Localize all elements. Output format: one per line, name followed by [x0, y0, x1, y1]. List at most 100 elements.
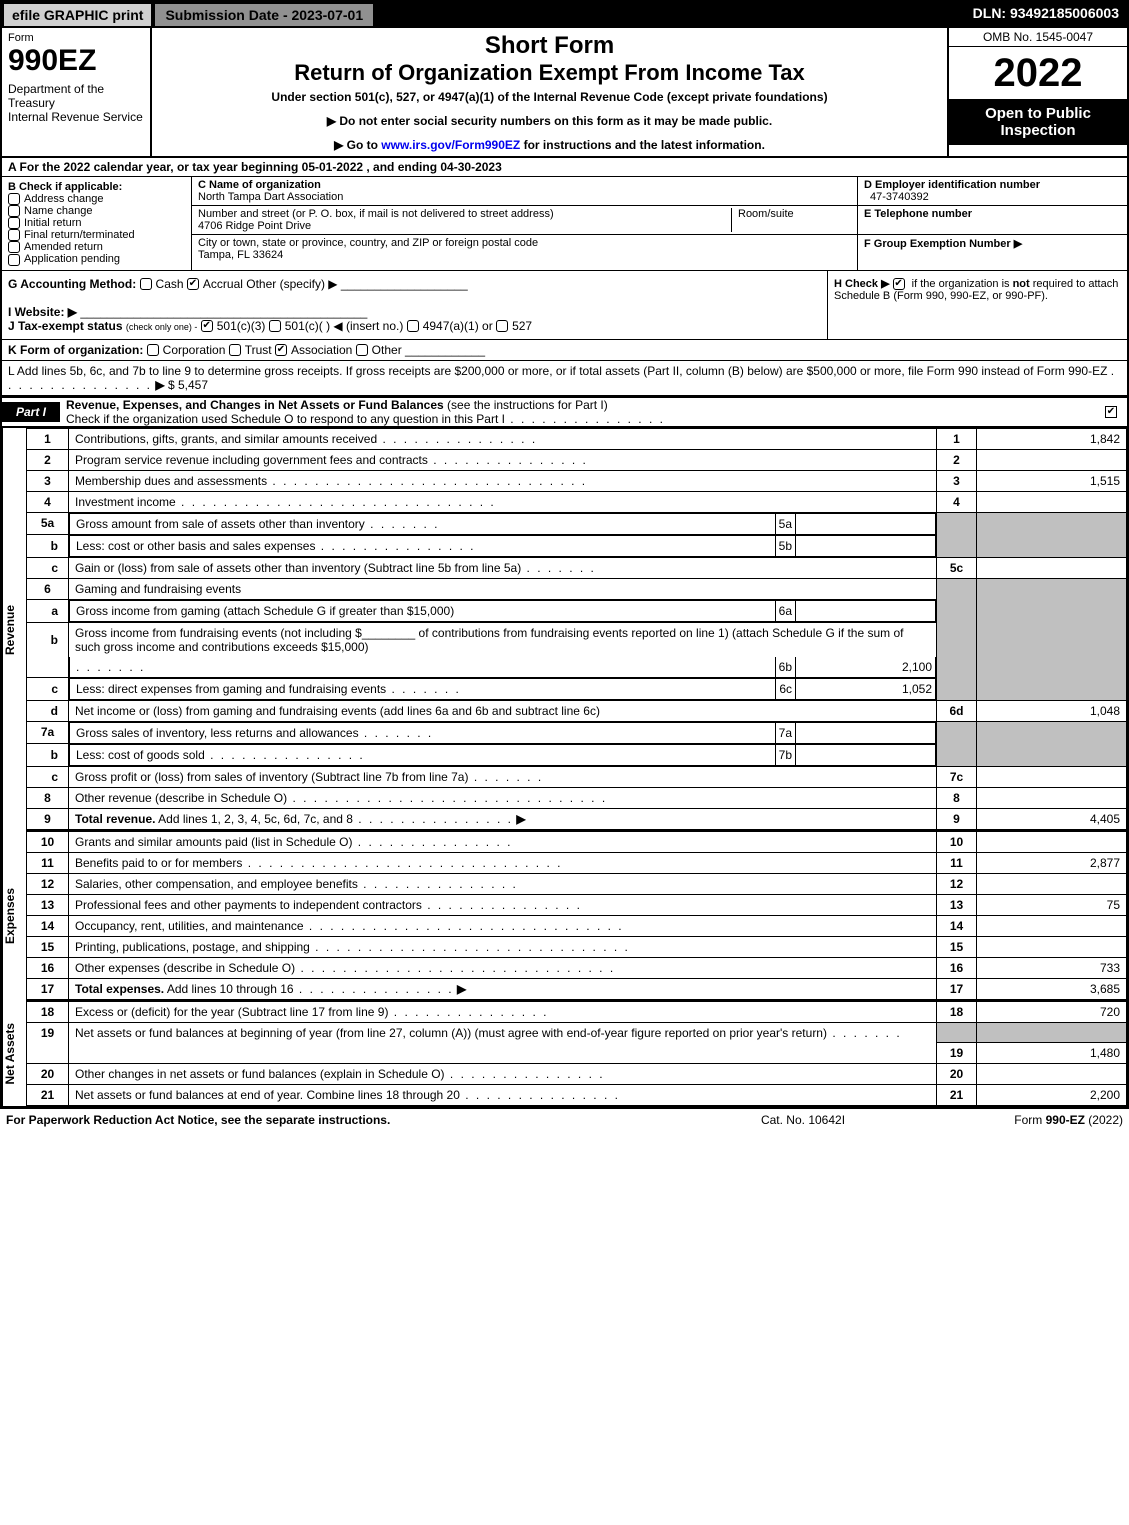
netassets-label: Net Assets: [2, 1001, 26, 1107]
ln19-num: 19: [27, 1022, 69, 1043]
chk-amended[interactable]: [8, 241, 20, 253]
ln21-num: 21: [27, 1085, 69, 1106]
chk-final[interactable]: [8, 229, 20, 241]
ln6a-num: a: [27, 599, 69, 622]
footer-pre: Form: [1014, 1113, 1045, 1127]
ln8-ref: 8: [937, 787, 977, 808]
ln2-desc: Program service revenue including govern…: [75, 453, 428, 467]
ln7b-desc: Less: cost of goods sold: [76, 748, 205, 762]
part1-title: Revenue, Expenses, and Changes in Net As…: [66, 398, 444, 412]
chk-cash[interactable]: [140, 278, 152, 290]
opt-final: Final return/terminated: [24, 229, 135, 241]
opt-pending: Application pending: [24, 253, 120, 265]
ln5a-in: 5a: [775, 514, 795, 534]
ln7c-ref: 7c: [937, 766, 977, 787]
ln21-val: 2,200: [977, 1085, 1127, 1106]
form-subtitle: Under section 501(c), 527, or 4947(a)(1)…: [158, 90, 941, 104]
opt-kother: Other: [372, 343, 402, 357]
chk-initial[interactable]: [8, 217, 20, 229]
footer-right: Form 990-EZ (2022): [903, 1113, 1123, 1127]
ln17-val: 3,685: [977, 978, 1127, 1000]
ln6d-ref: 6d: [937, 700, 977, 721]
ln7a-desc: Gross sales of inventory, less returns a…: [76, 726, 359, 740]
ln6-num: 6: [27, 578, 69, 599]
ln11-num: 11: [27, 852, 69, 873]
ln6c-iv: 1,052: [795, 679, 935, 699]
ln2-val: [977, 449, 1127, 470]
chk-schedule-o[interactable]: [1105, 406, 1117, 418]
opt-cash: Cash: [156, 277, 184, 291]
form-title: Return of Organization Exempt From Incom…: [158, 60, 941, 86]
revenue-block: Revenue 1Contributions, gifts, grants, a…: [2, 428, 1127, 831]
irs-link[interactable]: www.irs.gov/Form990EZ: [381, 138, 520, 152]
ln19-val: 1,480: [977, 1043, 1127, 1064]
chk-trust[interactable]: [229, 344, 241, 356]
c-label: C Name of organization: [198, 179, 321, 191]
netassets-block: Net Assets 18Excess or (deficit) for the…: [2, 1001, 1127, 1107]
ln11-ref: 11: [937, 852, 977, 873]
part1-check: Check if the organization used Schedule …: [66, 412, 505, 426]
chk-assoc[interactable]: [275, 344, 287, 356]
opt-assoc: Association: [291, 343, 352, 357]
ln7c-val: [977, 766, 1127, 787]
ln3-ref: 3: [937, 470, 977, 491]
chk-name[interactable]: [8, 205, 20, 217]
chk-address[interactable]: [8, 193, 20, 205]
part1-titlesub: (see the instructions for Part I): [444, 398, 608, 412]
d-label: D Employer identification number: [864, 179, 1040, 191]
chk-corp[interactable]: [147, 344, 159, 356]
ln20-ref: 20: [937, 1064, 977, 1085]
ln19-ref: 19: [937, 1043, 977, 1064]
ln8-num: 8: [27, 787, 69, 808]
section-k: K Form of organization: Corporation Trus…: [2, 340, 1127, 361]
opt-527: 527: [512, 319, 532, 333]
ln9-desc: Total revenue.: [75, 812, 155, 826]
opt-name: Name change: [24, 205, 93, 217]
ln6a-desc: Gross income from gaming (attach Schedul…: [76, 604, 454, 618]
ln17-num: 17: [27, 978, 69, 1000]
city-label: City or town, state or province, country…: [198, 237, 538, 249]
opt-address: Address change: [24, 193, 104, 205]
chk-501c[interactable]: [269, 320, 281, 332]
ln6a-iv: [795, 601, 935, 621]
ln15-desc: Printing, publications, postage, and shi…: [75, 940, 310, 954]
ln10-ref: 10: [937, 831, 977, 852]
ln2-num: 2: [27, 449, 69, 470]
ln4-ref: 4: [937, 491, 977, 512]
ln12-desc: Salaries, other compensation, and employ…: [75, 877, 358, 891]
chk-4947[interactable]: [407, 320, 419, 332]
addr-label: Number and street (or P. O. box, if mail…: [198, 208, 554, 220]
ln15-val: [977, 936, 1127, 957]
ln5a-iv: [795, 514, 935, 534]
chk-h[interactable]: [893, 278, 905, 290]
omb: OMB No. 1545-0047: [949, 28, 1127, 47]
ln4-val: [977, 491, 1127, 512]
ln9-d2: Add lines 1, 2, 3, 4, 5c, 6d, 7c, and 8: [155, 812, 352, 826]
chk-527[interactable]: [496, 320, 508, 332]
ln1-ref: 1: [937, 428, 977, 449]
ln5a-num: 5a: [27, 512, 69, 535]
ln11-val: 2,877: [977, 852, 1127, 873]
chk-pending[interactable]: [8, 254, 20, 266]
ln10-desc: Grants and similar amounts paid (list in…: [75, 835, 352, 849]
f-label: F Group Exemption Number ▶: [864, 238, 1022, 250]
ln18-num: 18: [27, 1001, 69, 1022]
footer-form: 990-EZ: [1046, 1113, 1085, 1127]
l-text: L Add lines 5b, 6c, and 7b to line 9 to …: [8, 364, 1107, 378]
ln8-desc: Other revenue (describe in Schedule O): [75, 791, 287, 805]
chk-other[interactable]: [356, 344, 368, 356]
chk-accrual[interactable]: [187, 278, 199, 290]
opt-initial: Initial return: [24, 217, 81, 229]
ln7a-iv: [795, 723, 935, 743]
chk-501c3[interactable]: [201, 320, 213, 332]
ln7b-in: 7b: [775, 745, 795, 765]
ln5b-iv: [795, 536, 935, 556]
ln20-val: [977, 1064, 1127, 1085]
topbar: efile GRAPHIC print Submission Date - 20…: [2, 2, 1127, 28]
ln8-val: [977, 787, 1127, 808]
ln3-num: 3: [27, 470, 69, 491]
j-label: J Tax-exempt status: [8, 319, 123, 333]
note-link: ▶ Go to www.irs.gov/Form990EZ for instru…: [158, 138, 941, 152]
ln6a-in: 6a: [775, 601, 795, 621]
ln14-desc: Occupancy, rent, utilities, and maintena…: [75, 919, 304, 933]
